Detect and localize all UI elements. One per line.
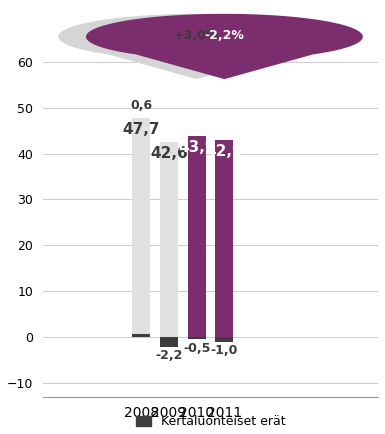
Text: 42,9: 42,9 xyxy=(206,144,243,159)
Text: 43,9: 43,9 xyxy=(178,140,216,155)
Legend: Kertaluonteiset erät: Kertaluonteiset erät xyxy=(131,410,290,433)
Bar xyxy=(132,334,150,337)
Bar xyxy=(160,141,178,337)
Bar xyxy=(215,140,233,337)
Bar xyxy=(188,337,206,339)
PathPatch shape xyxy=(58,14,335,79)
Text: +3,0%: +3,0% xyxy=(174,29,219,42)
Text: -0,5: -0,5 xyxy=(183,342,210,355)
Text: 0,6: 0,6 xyxy=(130,99,152,112)
Text: -2,2%: -2,2% xyxy=(204,29,244,42)
Text: -2,2: -2,2 xyxy=(155,349,183,362)
Bar xyxy=(215,337,233,342)
Bar xyxy=(160,337,178,347)
Bar xyxy=(188,136,206,337)
Text: -1,0: -1,0 xyxy=(211,344,238,357)
Text: 42,6: 42,6 xyxy=(150,146,188,161)
PathPatch shape xyxy=(86,14,363,79)
Bar xyxy=(132,118,150,337)
Text: 47,7: 47,7 xyxy=(122,122,160,137)
